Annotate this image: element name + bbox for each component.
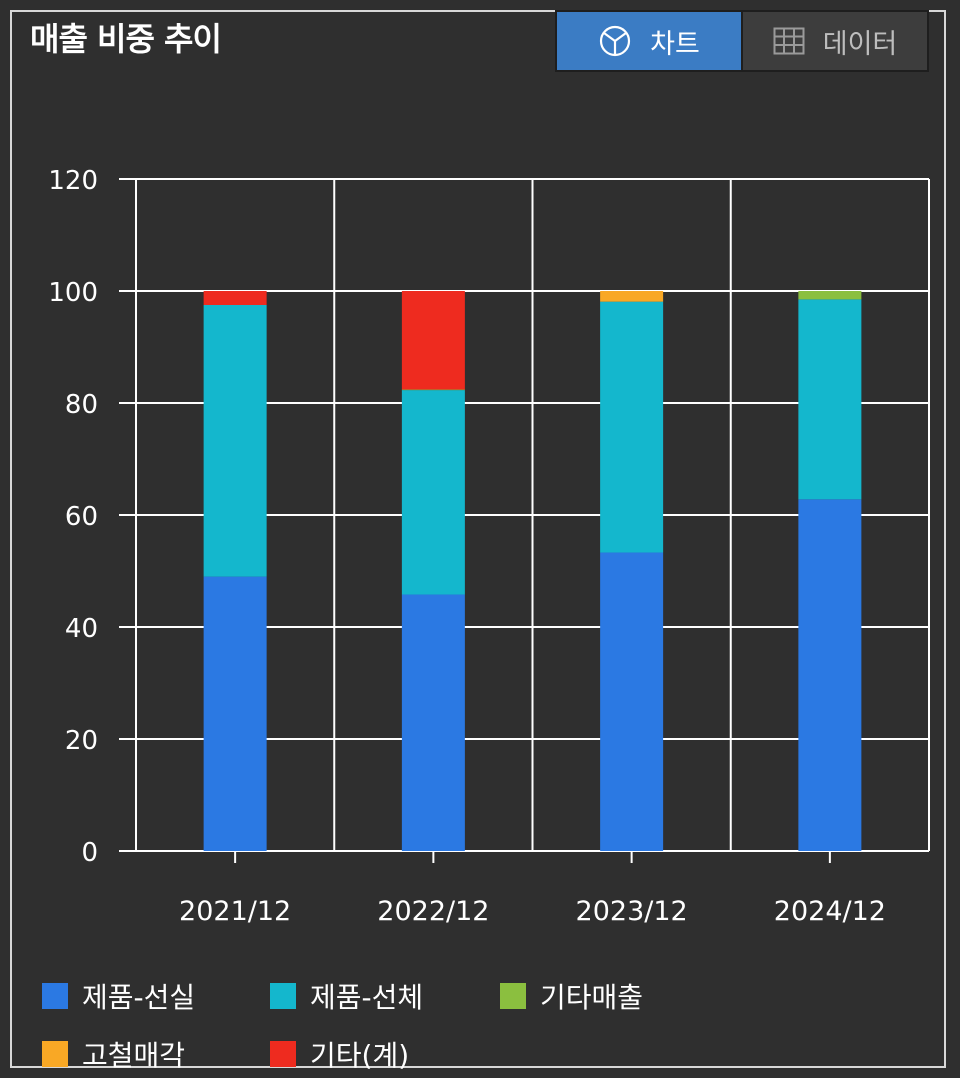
legend-swatch — [500, 983, 526, 1009]
legend-swatch — [42, 1041, 68, 1067]
y-tick-label: 0 — [81, 838, 98, 868]
bars — [203, 291, 862, 851]
legend-swatch — [270, 1041, 296, 1067]
bar-segment[interactable] — [401, 389, 465, 391]
x-tick-label: 2022/12 — [377, 896, 489, 927]
chart-panel-frame — [10, 10, 946, 1068]
pie-chart-icon — [598, 24, 632, 58]
legend-label: 기타(계) — [310, 1039, 410, 1072]
tab-chart[interactable]: 차트 — [557, 12, 741, 70]
x-tick-label: 2024/12 — [774, 896, 886, 927]
y-tick-label: 40 — [65, 614, 98, 644]
bar-segment[interactable] — [203, 291, 267, 305]
view-toggle: 차트 데이터 — [555, 10, 929, 72]
bar-segment[interactable] — [401, 291, 465, 390]
legend: 제품-선실 제품-선체 기타매출 고철매각 기타(계) — [42, 975, 932, 1075]
legend-swatch — [42, 983, 68, 1009]
axes: 0 20 40 60 80 100 120 2021/12 2022/12 2023/12 2024… — [48, 166, 886, 927]
legend-item-scrap-sale[interactable]: 고철매각 — [42, 1033, 270, 1075]
page-title: 매출 비중 추이 — [30, 20, 222, 58]
tab-data-label: 데이터 — [822, 28, 898, 60]
bar-segment[interactable] — [600, 301, 664, 553]
y-tick-label: 100 — [48, 278, 98, 308]
legend-item-other-sales[interactable]: 기타매출 — [500, 975, 730, 1017]
legend-label: 기타매출 — [540, 981, 644, 1014]
y-tick-label: 80 — [65, 390, 98, 420]
x-tick-label: 2021/12 — [179, 896, 291, 927]
x-tick-label: 2023/12 — [576, 896, 688, 927]
bar-segment[interactable] — [798, 299, 862, 500]
table-grid-icon — [773, 27, 805, 55]
bar-segment[interactable] — [600, 552, 664, 851]
tab-chart-label: 차트 — [650, 28, 700, 60]
y-tick-label: 60 — [65, 502, 98, 532]
y-tick-label: 120 — [48, 166, 98, 196]
legend-item-seonsil[interactable]: 제품-선실 — [42, 975, 270, 1017]
legend-item-other-total[interactable]: 기타(계) — [270, 1033, 498, 1075]
stacked-bar-chart: 0 20 40 60 80 100 120 2021/12 2022/12 2023/12 2024… — [48, 166, 930, 927]
legend-label: 제품-선실 — [82, 981, 196, 1014]
bar-segment[interactable] — [401, 390, 465, 595]
legend-label: 고철매각 — [82, 1039, 186, 1072]
y-tick-label: 20 — [65, 726, 98, 756]
legend-item-seonche[interactable]: 제품-선체 — [270, 975, 500, 1017]
legend-swatch — [270, 983, 296, 1009]
bar-segment[interactable] — [401, 594, 465, 851]
bar-segment[interactable] — [798, 291, 862, 300]
bar-segment[interactable] — [203, 305, 267, 577]
tab-data[interactable]: 데이터 — [743, 12, 927, 70]
legend-label: 제품-선체 — [310, 981, 424, 1014]
bar-segment[interactable] — [203, 576, 267, 851]
bar-segment[interactable] — [600, 291, 664, 302]
bar-segment[interactable] — [798, 499, 862, 851]
